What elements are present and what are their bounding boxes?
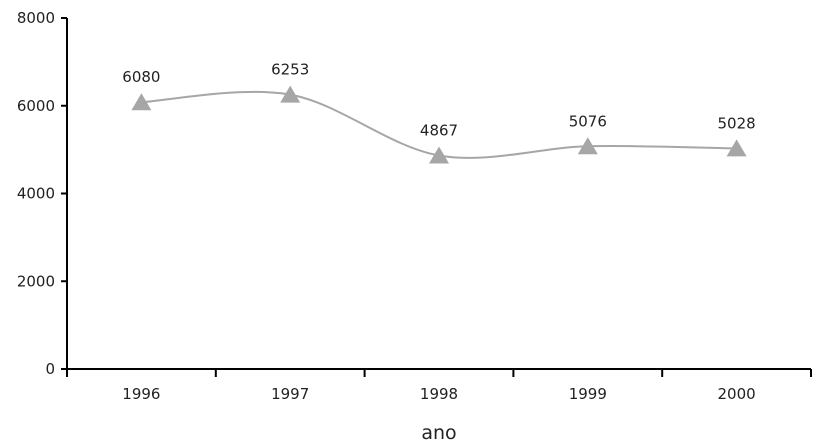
- data-label: 5076: [569, 112, 607, 130]
- y-tick-label: 6000: [17, 97, 55, 115]
- data-label: 4867: [420, 121, 458, 139]
- y-tick-label: 0: [45, 360, 55, 378]
- data-label: 5028: [718, 114, 756, 132]
- data-label: 6080: [122, 68, 160, 86]
- y-tick-label: 2000: [17, 272, 55, 290]
- x-tick-label: 1997: [271, 385, 309, 403]
- data-point-marker: [131, 93, 152, 111]
- x-tick-label: 2000: [718, 385, 756, 403]
- data-point-marker: [577, 137, 598, 155]
- data-point-marker: [726, 139, 747, 157]
- data-label: 6253: [271, 61, 309, 79]
- y-axis: 0 2000 4000 6000 8000: [17, 9, 68, 378]
- data-point-marker: [280, 85, 301, 103]
- x-tick-label: 1998: [420, 385, 458, 403]
- x-axis: 1996 1997 1998 1999 2000: [66, 368, 812, 403]
- x-axis-title: ano: [421, 422, 456, 444]
- x-tick-label: 1999: [569, 385, 607, 403]
- x-tick-label: 1996: [122, 385, 160, 403]
- data-point-marker: [429, 146, 449, 164]
- y-tick-label: 4000: [17, 185, 55, 203]
- y-tick-label: 8000: [17, 9, 55, 27]
